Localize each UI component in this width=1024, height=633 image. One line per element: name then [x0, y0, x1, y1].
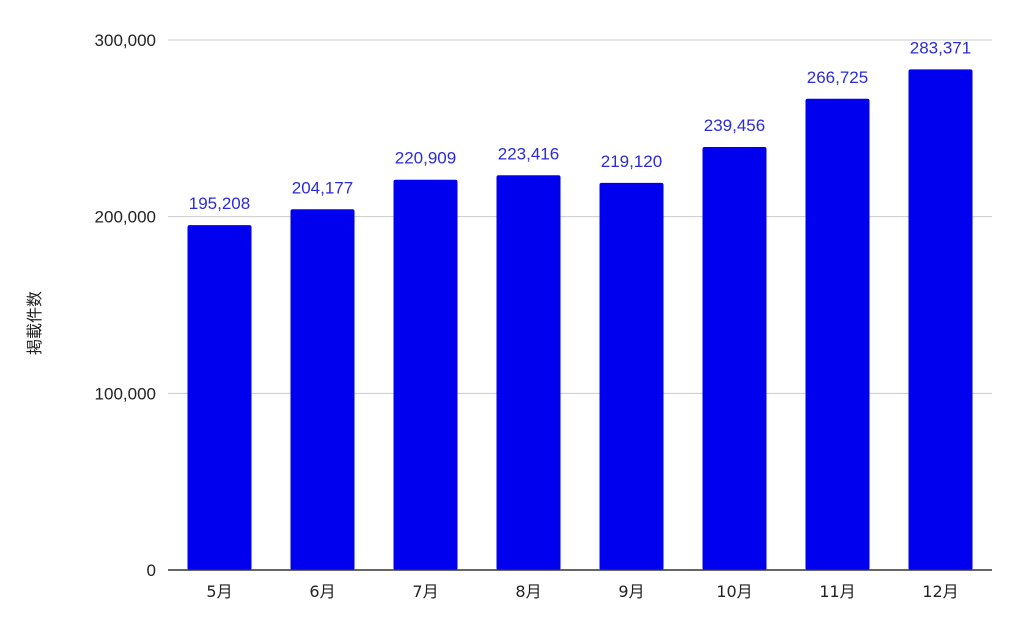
bars [187, 69, 973, 571]
x-tick-label: 5月 [206, 582, 232, 601]
y-axis-ticks: 0 100,000 200,000 300,000 [95, 31, 156, 580]
data-label: 223,416 [498, 144, 559, 163]
data-labels: 195,208 204,177 220,909 223,416 219,120 239,4… [189, 38, 971, 213]
bar [599, 182, 664, 570]
x-tick-label: 8月 [515, 582, 541, 601]
y-tick-label: 200,000 [95, 208, 156, 227]
y-tick-label: 100,000 [95, 384, 156, 403]
bar [702, 146, 767, 570]
data-label: 219,120 [601, 152, 662, 171]
data-label: 204,177 [292, 178, 353, 197]
y-tick-label: 0 [147, 561, 156, 580]
x-tick-label: 12月 [922, 582, 958, 601]
data-label: 283,371 [910, 38, 971, 57]
x-tick-label: 6月 [309, 582, 335, 601]
x-tick-label: 9月 [618, 582, 644, 601]
bar [908, 69, 973, 570]
x-axis-categories: 5月 6月 7月 8月 9月 10月 11月 12月 [206, 582, 958, 601]
bar [393, 179, 458, 571]
bar [290, 209, 355, 570]
x-tick-label: 7月 [412, 582, 438, 601]
bar [805, 98, 870, 571]
data-label: 239,456 [704, 116, 765, 135]
x-tick-label: 10月 [716, 582, 752, 601]
data-label: 266,725 [807, 68, 868, 87]
data-label: 195,208 [189, 194, 250, 213]
x-tick-label: 11月 [819, 582, 855, 601]
y-tick-label: 300,000 [95, 31, 156, 50]
bar [496, 175, 561, 570]
data-label: 220,909 [395, 149, 456, 168]
bar [187, 225, 252, 570]
y-axis-title: 掲載件数 [25, 291, 44, 355]
